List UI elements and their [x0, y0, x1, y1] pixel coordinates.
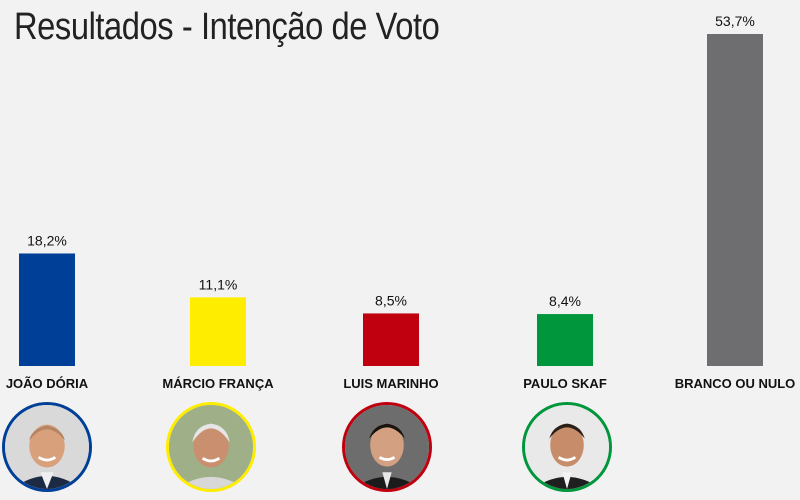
- category-label-paulo-skaf: PAULO SKAF: [523, 376, 607, 391]
- data-label-paulo-skaf: 8,4%: [549, 293, 581, 309]
- bar-luis-marinho: [363, 313, 419, 366]
- category-labels: JOÃO DÓRIA MÁRCIO FRANÇA LUIS MARINHO PA…: [0, 376, 800, 398]
- data-label-joao-doria: 18,2%: [27, 232, 67, 248]
- category-label-luis-marinho: LUIS MARINHO: [343, 376, 439, 391]
- candidate-portrait-icon: [525, 405, 609, 489]
- bar-marcio-franca: [190, 297, 246, 366]
- candidate-portrait-icon: [345, 405, 429, 489]
- avatar-luis-marinho: [342, 402, 432, 492]
- avatar-joao-doria: [2, 402, 92, 492]
- candidate-portrait-icon: [5, 405, 89, 489]
- avatar-marcio-franca: [166, 402, 256, 492]
- chart-title: Resultados - Intenção de Voto: [14, 6, 440, 48]
- category-label-joao-doria: JOÃO DÓRIA: [5, 376, 89, 391]
- data-label-marcio-franca: 11,1%: [199, 276, 238, 292]
- bar-joao-doria: [19, 253, 75, 366]
- data-label-branco-ou-nulo: 53,7%: [715, 13, 755, 29]
- candidate-portrait-icon: [169, 405, 253, 489]
- category-label-branco-ou-nulo: BRANCO OU NULO: [674, 376, 796, 391]
- data-label-luis-marinho: 8,5%: [375, 292, 407, 308]
- avatar-paulo-skaf: [522, 402, 612, 492]
- category-label-marcio-franca: MÁRCIO FRANÇA: [162, 376, 274, 391]
- bar-paulo-skaf: [537, 314, 593, 366]
- bar-branco-ou-nulo: [707, 34, 763, 366]
- bar-chart: 18,2% 11,1% 8,5% 8,4% 53,7%: [19, 13, 763, 366]
